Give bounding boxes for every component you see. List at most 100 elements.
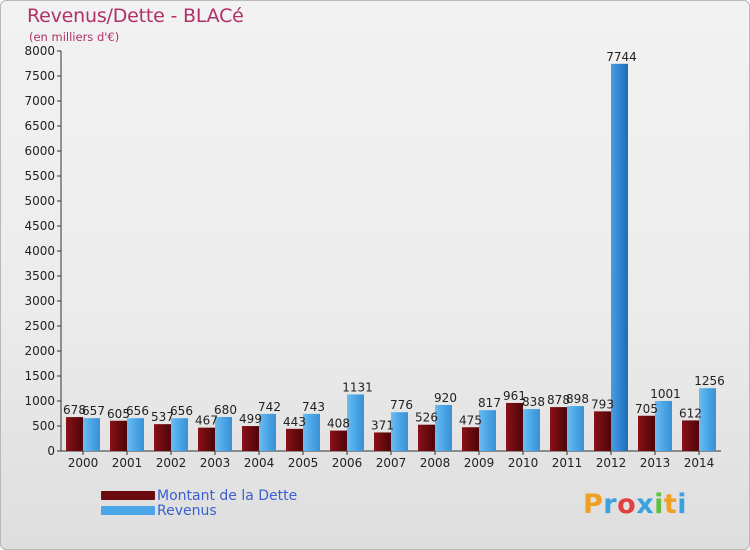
logo-letter: o — [617, 489, 637, 520]
data-label-dette-2005: 443 — [283, 415, 306, 429]
x-tick-label-2001: 2001 — [112, 456, 143, 470]
y-tick-label: 2000 — [24, 344, 55, 358]
data-label-dette-2007: 371 — [371, 418, 394, 432]
bar-dette-2012 — [594, 411, 611, 451]
x-tick-label-2005: 2005 — [288, 456, 319, 470]
bar-dette-2000 — [66, 417, 83, 451]
bar-dette-2003 — [198, 427, 215, 451]
y-tick-label: 8000 — [24, 44, 55, 58]
data-label-revenus-2009: 817 — [478, 396, 501, 410]
logo-letter: i — [677, 489, 688, 520]
bar-dette-2008 — [418, 424, 435, 451]
data-label-revenus-2011: 898 — [566, 392, 589, 406]
bar-dette-2004 — [242, 426, 259, 451]
y-tick-label: 0 — [47, 444, 55, 458]
bar-dette-2005 — [286, 428, 303, 451]
y-tick-label: 5000 — [24, 194, 55, 208]
y-tick-label: 7500 — [24, 69, 55, 83]
legend-item-revenus: Revenus — [101, 502, 297, 519]
bar-dette-2007 — [374, 432, 391, 451]
logo-letter: P — [583, 489, 604, 520]
x-tick-label-2006: 2006 — [332, 456, 363, 470]
logo-letter: x — [636, 489, 655, 520]
bar-dette-2002 — [154, 424, 171, 451]
data-label-dette-2004: 499 — [239, 412, 262, 426]
legend-label-dette: Montant de la Dette — [157, 487, 298, 504]
bar-dette-2010 — [506, 402, 523, 451]
data-label-dette-2009: 475 — [459, 413, 482, 427]
y-tick-label: 2500 — [24, 319, 55, 333]
x-tick-label-2008: 2008 — [420, 456, 451, 470]
data-label-dette-2011: 878 — [547, 393, 570, 407]
data-label-dette-2013: 705 — [635, 402, 658, 416]
bar-dette-2006 — [330, 430, 347, 451]
bar-dette-2014 — [682, 420, 699, 451]
legend-item-dette: Montant de la Dette — [101, 487, 298, 504]
x-tick-label-2014: 2014 — [684, 456, 715, 470]
x-tick-label-2013: 2013 — [640, 456, 671, 470]
bar-revenus-2011 — [567, 406, 584, 451]
proxiti-logo: Proxiti — [583, 489, 687, 520]
legend: Montant de la Dette Revenus — [101, 487, 298, 519]
bar-revenus-2002 — [171, 418, 188, 451]
x-tick-label-2002: 2002 — [156, 456, 187, 470]
data-label-revenus-2000: 657 — [82, 404, 105, 418]
data-label-revenus-2005: 743 — [302, 400, 325, 414]
data-label-dette-2008: 526 — [415, 411, 438, 425]
x-tick-label-2010: 2010 — [508, 456, 539, 470]
x-tick-label-2007: 2007 — [376, 456, 407, 470]
y-tick-label: 6000 — [24, 144, 55, 158]
data-label-revenus-2008: 920 — [434, 391, 457, 405]
bar-revenus-2006 — [347, 394, 364, 451]
x-tick-label-2012: 2012 — [596, 456, 627, 470]
data-label-dette-2010: 961 — [503, 389, 526, 403]
legend-label-revenus: Revenus — [157, 502, 217, 519]
data-label-revenus-2006: 1131 — [342, 380, 373, 394]
y-tick-label: 500 — [32, 419, 55, 433]
bar-revenus-2001 — [127, 418, 144, 451]
x-tick-label-2000: 2000 — [68, 456, 99, 470]
y-tick-label: 1500 — [24, 369, 55, 383]
bar-revenus-2005 — [303, 413, 320, 451]
x-tick-label-2003: 2003 — [200, 456, 231, 470]
bar-revenus-2009 — [479, 410, 496, 451]
bar-revenus-2014 — [699, 388, 716, 451]
logo-letter: r — [603, 489, 618, 520]
data-label-revenus-2007: 776 — [390, 398, 413, 412]
bar-revenus-2012 — [611, 63, 628, 452]
chart-title: Revenus/Dette - BLACé — [27, 5, 244, 27]
data-label-dette-2014: 612 — [679, 406, 702, 420]
y-tick-label: 6500 — [24, 119, 55, 133]
y-tick-label: 4500 — [24, 219, 55, 233]
x-tick-label-2004: 2004 — [244, 456, 275, 470]
bar-dette-2009 — [462, 427, 479, 451]
bar-revenus-2010 — [523, 409, 540, 451]
legend-swatch-revenus — [101, 506, 155, 515]
logo-letter: t — [663, 489, 678, 520]
y-tick-label: 3000 — [24, 294, 55, 308]
data-label-revenus-2013: 1001 — [650, 387, 681, 401]
bar-revenus-2008 — [435, 405, 452, 451]
bar-dette-2013 — [638, 415, 655, 451]
bar-revenus-2007 — [391, 412, 408, 451]
data-label-dette-2000: 678 — [63, 403, 86, 417]
data-label-dette-2001: 605 — [107, 407, 130, 421]
data-label-revenus-2012: 7744 — [606, 50, 637, 64]
y-tick-label: 1000 — [24, 394, 55, 408]
y-tick-label: 7000 — [24, 94, 55, 108]
x-tick-label-2009: 2009 — [464, 456, 495, 470]
chart-subtitle: (en milliers d'€) — [29, 30, 120, 44]
y-tick-label: 4000 — [24, 244, 55, 258]
x-tick-label-2011: 2011 — [552, 456, 583, 470]
bar-revenus-2003 — [215, 417, 232, 451]
data-label-revenus-2004: 742 — [258, 400, 281, 414]
y-tick-label: 3500 — [24, 269, 55, 283]
bar-revenus-2000 — [83, 418, 100, 451]
bar-dette-2011 — [550, 407, 567, 451]
data-label-revenus-2014: 1256 — [694, 374, 725, 388]
legend-swatch-dette — [101, 491, 155, 500]
data-label-revenus-2001: 656 — [126, 404, 149, 418]
bar-revenus-2013 — [655, 400, 672, 451]
